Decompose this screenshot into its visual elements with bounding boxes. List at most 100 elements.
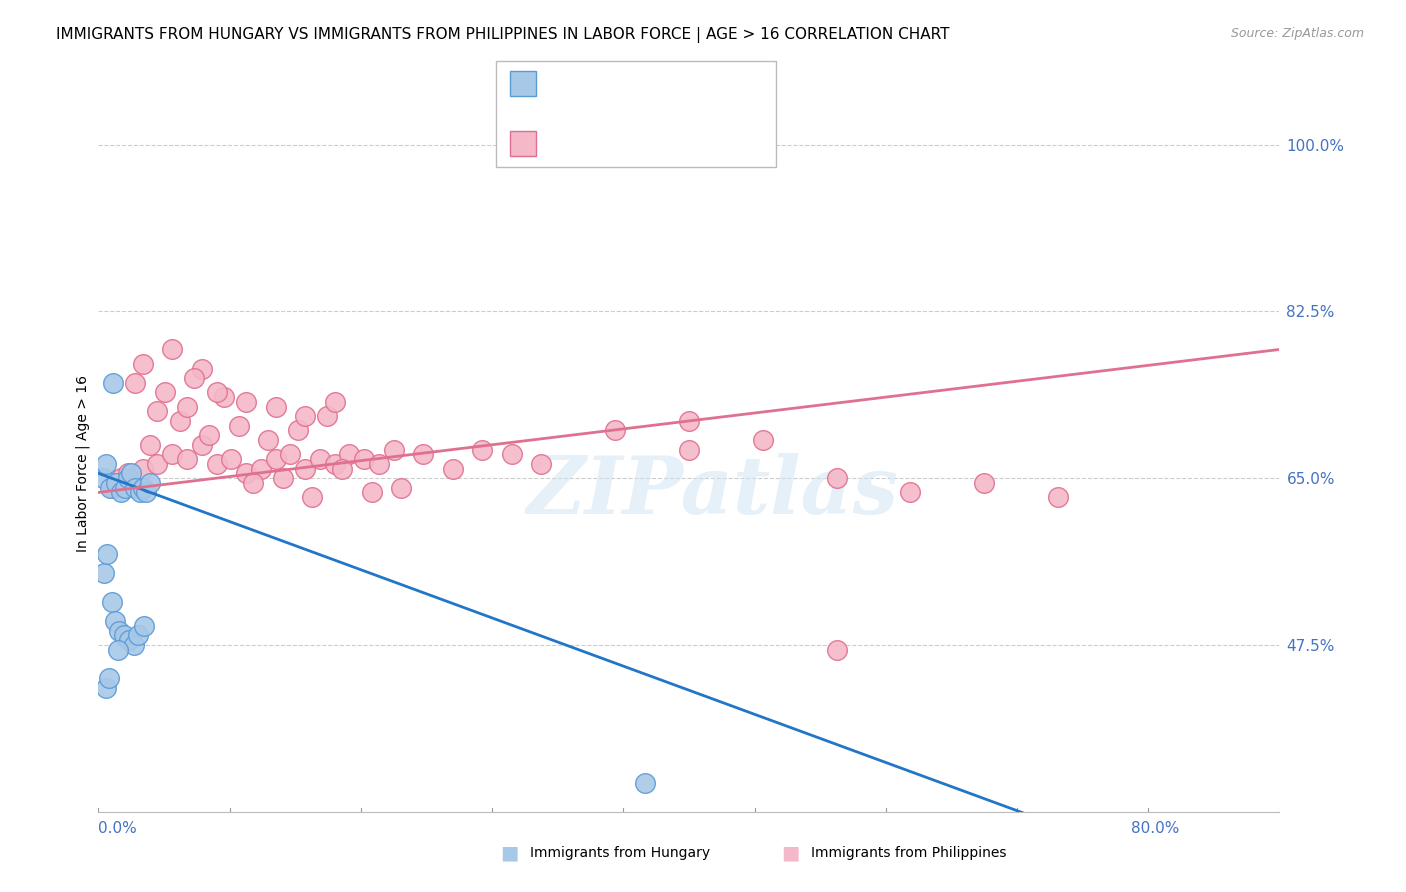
Text: N = 28: N = 28 — [641, 77, 699, 91]
Point — [250, 461, 273, 475]
Point — [287, 424, 309, 438]
Point — [127, 628, 149, 642]
Point — [389, 481, 412, 495]
Point — [294, 409, 316, 424]
Point — [118, 633, 141, 648]
Point — [825, 471, 848, 485]
Point — [228, 418, 250, 433]
Text: ■: ■ — [499, 843, 519, 863]
Point — [412, 447, 434, 461]
Point — [382, 442, 405, 457]
Point — [278, 447, 302, 461]
Point — [162, 447, 183, 461]
Text: ■: ■ — [780, 843, 800, 863]
Point — [235, 395, 257, 409]
Point — [94, 681, 117, 695]
Point — [97, 671, 120, 685]
Point — [110, 485, 132, 500]
Text: Immigrants from Hungary: Immigrants from Hungary — [530, 846, 710, 860]
Point — [191, 361, 214, 376]
Point — [205, 457, 228, 471]
Point — [221, 452, 243, 467]
Point — [212, 390, 235, 404]
Point — [117, 471, 139, 485]
Point — [339, 447, 360, 461]
Point — [441, 461, 464, 475]
Text: N = 62: N = 62 — [641, 136, 699, 151]
Point — [353, 452, 375, 467]
Point — [169, 414, 191, 428]
Point — [100, 595, 122, 609]
Point — [825, 642, 848, 657]
Point — [112, 628, 135, 642]
Point — [368, 457, 391, 471]
Text: Immigrants from Philippines: Immigrants from Philippines — [811, 846, 1007, 860]
Point — [235, 467, 257, 481]
Point — [124, 481, 146, 495]
Point — [146, 404, 169, 418]
Point — [973, 475, 995, 490]
Point — [301, 490, 323, 504]
Point — [530, 457, 553, 471]
Point — [205, 385, 228, 400]
Point — [360, 485, 382, 500]
Point — [633, 776, 655, 790]
Point — [330, 461, 353, 475]
Point — [153, 385, 176, 400]
Point — [124, 376, 146, 390]
Point — [135, 485, 157, 500]
Text: 80.0%: 80.0% — [1130, 821, 1180, 836]
Point — [751, 433, 773, 447]
Point — [501, 447, 523, 461]
Point — [134, 619, 156, 633]
Point — [132, 481, 155, 495]
Point — [264, 400, 287, 414]
Point — [132, 461, 155, 475]
Y-axis label: In Labor Force | Age > 16: In Labor Force | Age > 16 — [76, 376, 90, 552]
Text: 0.0%: 0.0% — [98, 821, 138, 836]
Point — [110, 471, 132, 485]
Text: Source: ZipAtlas.com: Source: ZipAtlas.com — [1230, 27, 1364, 40]
Point — [309, 452, 332, 467]
Point — [176, 400, 198, 414]
Point — [94, 457, 117, 471]
Point — [191, 438, 214, 452]
Point — [271, 471, 294, 485]
Point — [264, 452, 287, 467]
Point — [98, 481, 121, 495]
Point — [132, 357, 155, 371]
Point — [323, 457, 346, 471]
Point — [117, 467, 139, 481]
Point — [316, 409, 339, 424]
Text: R = -0.517: R = -0.517 — [544, 77, 626, 91]
Point — [139, 475, 162, 490]
Point — [146, 457, 169, 471]
Point — [176, 452, 198, 467]
Point — [128, 485, 150, 500]
Text: IMMIGRANTS FROM HUNGARY VS IMMIGRANTS FROM PHILIPPINES IN LABOR FORCE | AGE > 16: IMMIGRANTS FROM HUNGARY VS IMMIGRANTS FR… — [56, 27, 949, 43]
Point — [103, 481, 125, 495]
Point — [91, 471, 114, 485]
Point — [198, 428, 221, 442]
Point — [114, 481, 136, 495]
Point — [96, 548, 118, 562]
Point — [1046, 490, 1069, 504]
Text: R =  0.239: R = 0.239 — [544, 136, 626, 151]
Point — [294, 461, 316, 475]
Point — [162, 343, 183, 357]
Point — [104, 614, 127, 628]
Point — [103, 376, 125, 390]
Point — [242, 475, 264, 490]
Point — [122, 638, 145, 652]
Point — [183, 371, 205, 385]
Point — [139, 438, 162, 452]
Point — [120, 467, 142, 481]
Point — [678, 442, 700, 457]
Point — [678, 414, 700, 428]
Point — [107, 642, 129, 657]
Point — [257, 433, 280, 447]
Point — [93, 566, 115, 581]
Point — [108, 624, 131, 638]
Text: ZIPatlas: ZIPatlas — [526, 453, 898, 531]
Point — [105, 475, 128, 490]
